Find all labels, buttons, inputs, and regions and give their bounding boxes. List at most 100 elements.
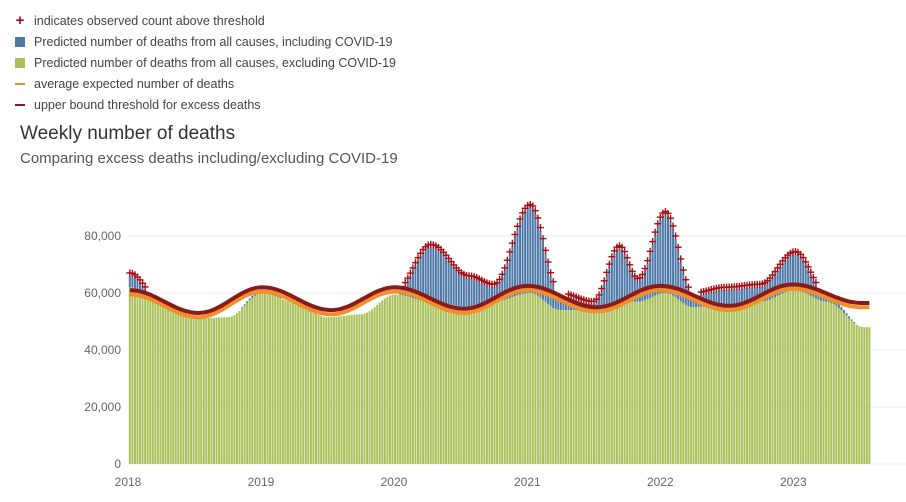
bar-excluding-covid [712,305,715,464]
bar-excluding-covid [738,303,741,464]
bar-including-covid [720,290,723,305]
bar-excluding-covid [322,316,325,464]
above-threshold-marker [651,228,659,236]
bar-excluding-covid [210,317,213,464]
bar-excluding-covid [613,302,616,464]
bar-including-covid [519,221,522,295]
bar-excluding-covid [669,294,672,464]
bar-including-covid [610,259,613,304]
bar-excluding-covid [427,301,430,464]
bar-excluding-covid [822,301,825,464]
bar-excluding-covid [371,309,374,464]
bar-excluding-covid [450,304,453,464]
above-threshold-marker [409,264,417,272]
bar-excluding-covid [149,299,152,464]
bar-excluding-covid [243,305,246,464]
bar-including-covid [756,287,759,302]
bar-excluding-covid [672,295,675,464]
bar-excluding-covid [664,293,667,464]
bar-including-covid [710,292,713,306]
bar-including-covid [445,258,448,304]
bar-excluding-covid [445,303,448,464]
bar-including-covid [804,264,807,293]
bar-including-covid [452,267,455,306]
bar-excluding-covid [799,290,802,464]
legend-item-upper-threshold[interactable]: upper bound threshold for excess deaths [14,94,396,115]
x-tick-label: 2018 [115,475,142,489]
bar-including-covid [447,261,450,305]
above-threshold-marker [684,283,692,291]
legend-item-average-expected[interactable]: average expected number of deaths [14,73,396,94]
bar-excluding-covid [207,318,210,464]
bar-excluding-covid [677,299,680,464]
bar-including-covid [728,290,731,305]
bar-excluding-covid [478,305,481,464]
bar-excluding-covid [335,316,338,464]
bar-including-covid [450,264,453,305]
bar-including-covid [651,244,654,297]
bar-excluding-covid [348,315,351,464]
bar-including-covid [621,250,624,302]
bar-excluding-covid [360,314,363,464]
bar-including-covid [842,309,845,314]
bar-excluding-covid [151,301,154,464]
above-threshold-marker [605,260,613,268]
legend-item-excluding-covid[interactable]: Predicted number of deaths from all caus… [14,52,396,73]
bar-including-covid [411,270,414,298]
bar-excluding-covid [689,307,692,464]
bar-excluding-covid [164,305,167,464]
bar-excluding-covid [863,327,866,464]
bar-excluding-covid [774,297,777,464]
bar-excluding-covid [167,306,170,464]
above-threshold-marker [771,268,779,276]
bar-excluding-covid [848,318,851,464]
bar-including-covid [784,260,787,293]
bar-excluding-covid [853,322,856,464]
bar-excluding-covid [131,287,134,464]
bar-excluding-covid [582,310,585,464]
bar-excluding-covid [200,318,203,464]
bar-including-covid [776,270,779,296]
bar-including-covid [414,265,417,299]
bar-including-covid [524,211,527,294]
bar-including-covid [496,285,499,302]
bar-including-covid [531,209,534,294]
bar-including-covid [791,254,794,291]
bar-excluding-covid [554,309,557,464]
bar-excluding-covid [585,310,588,464]
bar-excluding-covid [294,301,297,464]
bar-excluding-covid [786,291,789,464]
above-threshold-marker [656,213,664,221]
bar-excluding-covid [422,300,425,464]
above-threshold-marker [626,261,634,269]
above-threshold-marker [674,243,682,251]
bar-including-covid [840,306,843,311]
bar-excluding-covid [228,317,231,464]
bar-excluding-covid [536,295,539,464]
above-threshold-marker [628,267,636,275]
above-threshold-marker [641,265,649,273]
bar-excluding-covid [587,310,590,464]
bar-excluding-covid [562,310,565,464]
y-axis-ticks: 0 20,000 40,000 60,000 80,000 [84,229,121,471]
bar-excluding-covid [350,314,353,464]
bar-including-covid [774,274,777,298]
above-threshold-marker [519,209,527,217]
above-threshold-marker [506,248,514,256]
bar-excluding-covid [480,304,483,464]
bar-including-covid [733,289,736,305]
legend-item-including-covid[interactable]: Predicted number of deaths from all caus… [14,31,396,52]
bar-including-covid [439,252,442,303]
bar-including-covid [473,279,476,307]
bar-excluding-covid [651,296,654,464]
bar-excluding-covid [797,290,800,464]
bar-excluding-covid [215,317,218,464]
bar-including-covid [424,249,427,302]
bar-excluding-covid [631,301,634,464]
bar-including-covid [789,256,792,291]
x-tick-label: 2020 [381,475,408,489]
legend-item-above-threshold[interactable]: + indicates observed count above thresho… [14,10,396,31]
bar-including-covid [799,257,802,291]
bar-including-covid [432,247,435,302]
